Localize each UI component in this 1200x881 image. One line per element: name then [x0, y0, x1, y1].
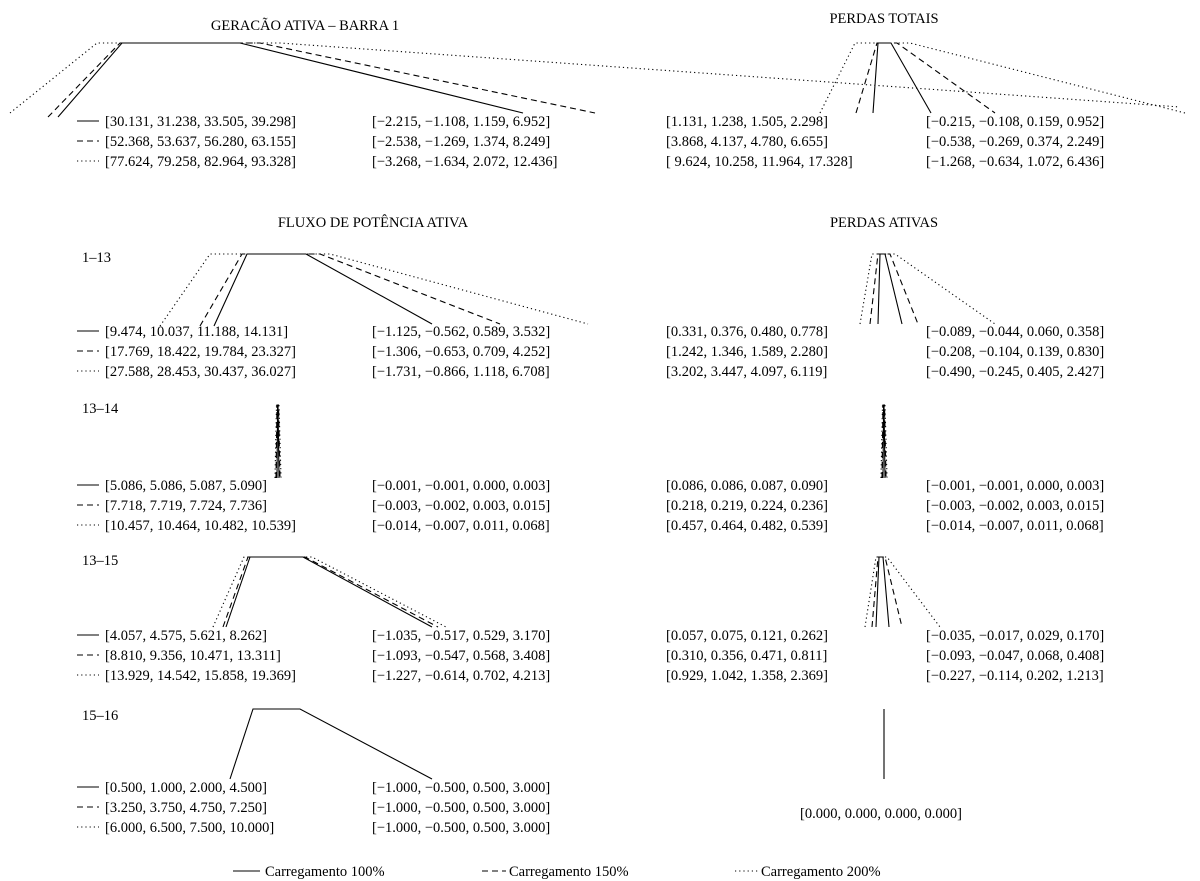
row-value-line-13-15-1: [8.810, 9.356, 10.471, 13.311]	[105, 648, 281, 664]
row-value-line-13-15-0: [4.057, 4.575, 5.621, 8.262]	[105, 628, 267, 644]
row-value-line-15-16-2: [6.000, 6.500, 7.500, 10.000]	[105, 820, 274, 836]
row-value-line-13-14-0: [5.086, 5.086, 5.087, 5.090]	[105, 478, 267, 494]
row-loss-interval-line-13-14-1: [−0.003, −0.002, 0.003, 0.015]	[926, 498, 1104, 514]
trapezoid-geracao-200	[9, 42, 1181, 114]
row-interval-geracao-1: [−2.538, −1.269, 1.374, 8.249]	[372, 134, 550, 150]
row-loss-interval-line-13-15-2: [−0.227, −0.114, 0.202, 1.213]	[926, 668, 1104, 684]
row-value-line-1-13-0: [9.474, 10.037, 11.188, 14.131]	[105, 324, 288, 340]
row-interval-line-13-15-0: [−1.035, −0.517, 0.529, 3.170]	[372, 628, 550, 644]
trapezoid-fluxo-15-16-100	[229, 708, 433, 780]
row-loss-value-line-13-14-1: [0.218, 0.219, 0.224, 0.236]	[666, 498, 828, 514]
row-loss-value-line-1-13-1: [1.242, 1.346, 1.589, 2.280]	[666, 344, 828, 360]
row-loss-interval-geracao-0: [−0.215, −0.108, 0.159, 0.952]	[926, 114, 1104, 130]
row-loss-interval-line-1-13-2: [−0.490, −0.245, 0.405, 2.427]	[926, 364, 1104, 380]
title-perdas-ativas: PERDAS ATIVAS	[830, 215, 938, 231]
row-loss-interval-geracao-2: [−1.268, −0.634, 1.072, 6.436]	[926, 154, 1104, 170]
row-interval-line-13-14-1: [−0.003, −0.002, 0.003, 0.015]	[372, 498, 550, 514]
label-line-13-15: 13–15	[82, 553, 118, 569]
trapezoid-fluxo-1-13-200	[159, 253, 589, 327]
row-loss-value-line-13-15-0: [0.057, 0.075, 0.121, 0.262]	[666, 628, 828, 644]
row-value-line-13-14-1: [7.718, 7.719, 7.724, 7.736]	[105, 498, 267, 514]
label-line-1-13: 1–13	[82, 250, 111, 266]
row-interval-line-13-15-2: [−1.227, −0.614, 0.702, 4.213]	[372, 668, 550, 684]
trapezoid-fluxo-1-13-100	[213, 253, 433, 327]
row-loss-value-line-13-14-0: [0.086, 0.086, 0.087, 0.090]	[666, 478, 828, 494]
row-loss-value-line-13-15-1: [0.310, 0.356, 0.471, 0.811]	[666, 648, 827, 664]
row-value-geracao-1: [52.368, 53.637, 56.280, 63.155]	[105, 134, 296, 150]
title-geracao: GERACÃO ATIVA – BARRA 1	[211, 18, 399, 34]
row-value-line-15-16-1: [3.250, 3.750, 4.750, 7.250]	[105, 800, 267, 816]
row-value-geracao-2: [77.624, 79.258, 82.964, 93.328]	[105, 154, 296, 170]
label-line-15-16: 15–16	[82, 708, 118, 724]
trapezoid-fluxo-13-15-200	[212, 556, 447, 628]
row-loss-interval-line-1-13-1: [−0.208, −0.104, 0.139, 0.830]	[926, 344, 1104, 360]
row-value-geracao-0: [30.131, 31.238, 33.505, 39.298]	[105, 114, 296, 130]
row-loss-value-line-1-13-2: [3.202, 3.447, 4.097, 6.119]	[666, 364, 827, 380]
trapezoid-fluxo-13-15-150	[222, 556, 439, 628]
title-fluxo: FLUXO DE POTÊNCIA ATIVA	[278, 214, 469, 231]
trapezoids-perdas-13-14	[880, 404, 888, 479]
trapezoids-fluxo-1-13	[159, 253, 589, 327]
trapezoids-fluxo-15-16	[229, 708, 433, 780]
row-loss-interval-line-13-15-0: [−0.035, −0.017, 0.029, 0.170]	[926, 628, 1104, 644]
row-interval-line-1-13-1: [−1.306, −0.653, 0.709, 4.252]	[372, 344, 550, 360]
legend: Carregamento 100% Carregamento 150% Carr…	[233, 864, 881, 880]
row-interval-line-15-16-0: [−1.000, −0.500, 0.500, 3.000]	[372, 780, 550, 796]
row-value-line-13-14-2: [10.457, 10.464, 10.482, 10.539]	[105, 518, 296, 534]
row-interval-line-1-13-2: [−1.731, −0.866, 1.118, 6.708]	[372, 364, 550, 380]
trapezoid-perdas-13-15-100	[875, 556, 890, 628]
row-interval-geracao-2: [−3.268, −1.634, 2.072, 12.436]	[372, 154, 558, 170]
row-loss-value-line-13-15-2: [0.929, 1.042, 1.358, 2.369]	[666, 668, 828, 684]
trapezoid-perdas-totais-100	[872, 42, 932, 114]
row-loss-interval-line-13-14-0: [−0.001, −0.001, 0.000, 0.003]	[926, 478, 1104, 494]
row-interval-line-13-15-1: [−1.093, −0.547, 0.568, 3.408]	[372, 648, 550, 664]
row-loss-interval-line-13-14-2: [−0.014, −0.007, 0.011, 0.068]	[926, 518, 1104, 534]
trapezoids-perdas-totais	[819, 42, 1186, 114]
row-interval-line-13-14-2: [−0.014, −0.007, 0.011, 0.068]	[372, 518, 550, 534]
row-value-line-15-16-0: [0.500, 1.000, 2.000, 4.500]	[105, 780, 267, 796]
title-perdas-totais: PERDAS TOTAIS	[829, 11, 938, 27]
row-loss-value-line-15-16: [0.000, 0.000, 0.000, 0.000]	[800, 806, 962, 822]
row-value-line-13-15-2: [13.929, 14.542, 15.858, 19.369]	[105, 668, 296, 684]
legend-label-150: Carregamento 150%	[509, 864, 629, 880]
value-rows: [30.131, 31.238, 33.505, 39.298] [−2.215,…	[77, 114, 1104, 836]
row-loss-value-geracao-0: [1.131, 1.238, 1.505, 2.298]	[666, 114, 828, 130]
row-loss-value-geracao-2: [ 9.624, 10.258, 11.964, 17.328]	[666, 154, 853, 170]
legend-label-200: Carregamento 200%	[761, 864, 881, 880]
trapezoid-fluxo-13-15-100	[225, 556, 433, 628]
trapezoid-perdas-1-13-150	[869, 253, 919, 325]
trapezoid-perdas-13-15-200	[864, 556, 941, 628]
trapezoid-perdas-totais-200	[819, 42, 1186, 114]
row-loss-interval-geracao-1: [−0.538, −0.269, 0.374, 2.249]	[926, 134, 1104, 150]
row-loss-value-geracao-1: [3.868, 4.137, 4.780, 6.655]	[666, 134, 828, 150]
trapezoid-perdas-1-13-100	[877, 253, 903, 325]
trapezoids-perdas-13-15	[864, 556, 941, 628]
trapezoids-fluxo-13-15	[212, 556, 447, 628]
row-interval-line-1-13-0: [−1.125, −0.562, 0.589, 3.532]	[372, 324, 550, 340]
row-interval-line-15-16-1: [−1.000, −0.500, 0.500, 3.000]	[372, 800, 550, 816]
trapezoid-fluxo-13-14-150	[275, 404, 281, 479]
trapezoids-perdas-1-13	[859, 253, 996, 325]
row-interval-line-13-14-0: [−0.001, −0.001, 0.000, 0.003]	[372, 478, 550, 494]
trapezoids-fluxo-13-14	[274, 404, 282, 479]
trapezoids-geracao	[9, 42, 1181, 118]
legend-label-100: Carregamento 100%	[265, 864, 385, 880]
row-loss-value-line-13-14-2: [0.457, 0.464, 0.482, 0.539]	[666, 518, 828, 534]
row-loss-interval-line-13-15-1: [−0.093, −0.047, 0.068, 0.408]	[926, 648, 1104, 664]
row-loss-value-line-1-13-0: [0.331, 0.376, 0.480, 0.778]	[666, 324, 828, 340]
row-value-line-1-13-1: [17.769, 18.422, 19.784, 23.327]	[105, 344, 296, 360]
row-value-line-1-13-2: [27.588, 28.453, 30.437, 36.027]	[105, 364, 296, 380]
row-interval-geracao-0: [−2.215, −1.108, 1.159, 6.952]	[372, 114, 550, 130]
row-loss-interval-line-1-13-0: [−0.089, −0.044, 0.060, 0.358]	[926, 324, 1104, 340]
trapezoid-fluxo-1-13-150	[199, 253, 501, 327]
trapezoid-geracao-150	[47, 42, 596, 118]
row-interval-line-15-16-2: [−1.000, −0.500, 0.500, 3.000]	[372, 820, 550, 836]
trapezoid-perdas-13-14-150	[881, 404, 887, 479]
trapezoid-geracao-100	[57, 42, 524, 118]
label-line-13-14: 13–14	[82, 401, 119, 417]
